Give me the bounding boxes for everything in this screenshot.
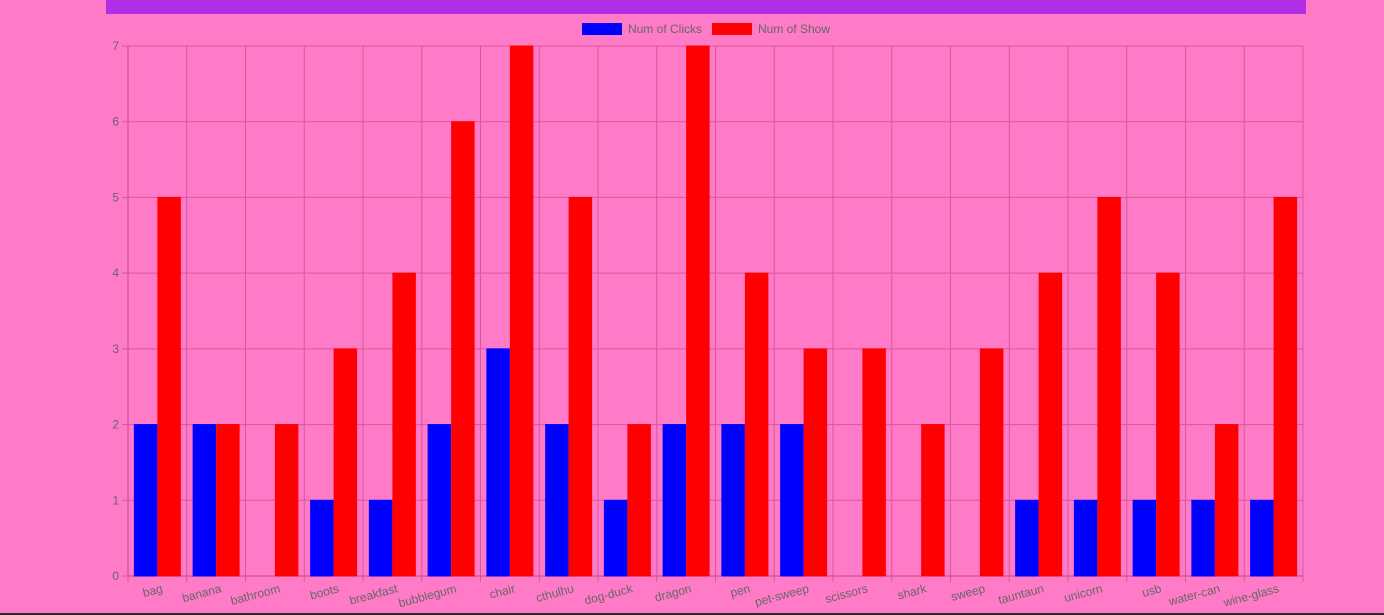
x-tick-label: banana — [181, 581, 224, 605]
y-tick-label: 0 — [112, 569, 119, 583]
bar-clicks — [545, 424, 569, 577]
bar-clicks — [1191, 499, 1215, 577]
bar-show — [1038, 272, 1063, 577]
bar-show — [451, 121, 475, 577]
legend-item-clicks[interactable]: Num of Clicks — [581, 21, 702, 37]
bar-clicks — [603, 499, 628, 577]
legend-swatch-clicks — [581, 23, 622, 35]
bar-show — [1156, 272, 1180, 577]
legend-label-show: Num of Show — [757, 22, 831, 36]
bar-clicks — [1250, 499, 1274, 577]
x-tick-label: pet-sweep — [753, 581, 810, 609]
x-tick-label: water-can — [1166, 581, 1221, 608]
header-bar — [106, 0, 1306, 14]
bar-show — [744, 272, 769, 577]
bar-clicks — [1015, 499, 1039, 577]
x-tick-label: breakfast — [348, 581, 400, 607]
chart-legend: Num of Clicks Num of Show — [0, 21, 1384, 37]
y-tick-label: 3 — [112, 342, 119, 356]
y-tick-label: 1 — [112, 493, 119, 507]
bar-clicks — [780, 424, 804, 577]
legend-item-show[interactable]: Num of Show — [711, 21, 831, 37]
x-tick-label: chair — [488, 581, 517, 601]
legend-swatch-show — [711, 23, 752, 35]
y-tick-label: 7 — [112, 39, 119, 53]
bar-show — [392, 272, 416, 577]
x-tick-label: bag — [141, 581, 164, 600]
x-tick-label: bathroom — [229, 581, 282, 608]
bar-clicks — [192, 424, 217, 577]
x-tick-label: shark — [896, 581, 929, 602]
bar-show — [274, 424, 299, 577]
bar-show — [1273, 196, 1298, 577]
bar-show — [803, 348, 828, 577]
x-tick-label: dragon — [653, 581, 693, 604]
bar-clicks — [721, 424, 745, 577]
bar-show — [1214, 424, 1239, 577]
bar-clicks — [486, 348, 510, 577]
x-tick-label: scissors — [824, 581, 869, 606]
bar-show — [627, 424, 651, 577]
x-tick-label: wine-glass — [1221, 581, 1280, 609]
bar-show — [862, 348, 886, 577]
x-tick-label: usb — [1141, 581, 1164, 600]
x-tick-label: cthulhu — [534, 581, 575, 605]
x-tick-label: pen — [729, 581, 752, 600]
y-tick-label: 2 — [112, 418, 119, 432]
bar-show — [1097, 196, 1121, 577]
bar-clicks — [1073, 499, 1098, 577]
x-tick-label: unicorn — [1063, 581, 1105, 605]
bar-clicks — [427, 424, 452, 577]
bar-show — [979, 348, 1004, 577]
bar-show — [333, 348, 358, 577]
x-tick-label: sweep — [950, 581, 987, 604]
bar-clicks — [310, 499, 334, 577]
bar-clicks — [662, 424, 687, 577]
x-tick-label: dog-duck — [583, 581, 635, 608]
legend-label-clicks: Num of Clicks — [627, 22, 702, 36]
y-tick-label: 4 — [112, 266, 119, 280]
bottom-border — [0, 613, 1384, 615]
x-tick-label: tauntaun — [997, 581, 1046, 607]
y-tick-label: 6 — [112, 115, 119, 129]
x-tick-label: bubblegum — [397, 581, 458, 610]
bar-show — [921, 424, 945, 577]
y-tick-label: 5 — [112, 190, 119, 204]
bar-show — [686, 45, 710, 577]
bar-show — [509, 45, 534, 577]
x-tick-label: boots — [308, 581, 340, 602]
bar-show — [568, 196, 593, 577]
bar-clicks — [368, 499, 393, 577]
bar-clicks — [133, 424, 158, 577]
bar-clicks — [1132, 499, 1157, 577]
bar-show — [157, 196, 181, 577]
bar-show — [216, 424, 240, 577]
